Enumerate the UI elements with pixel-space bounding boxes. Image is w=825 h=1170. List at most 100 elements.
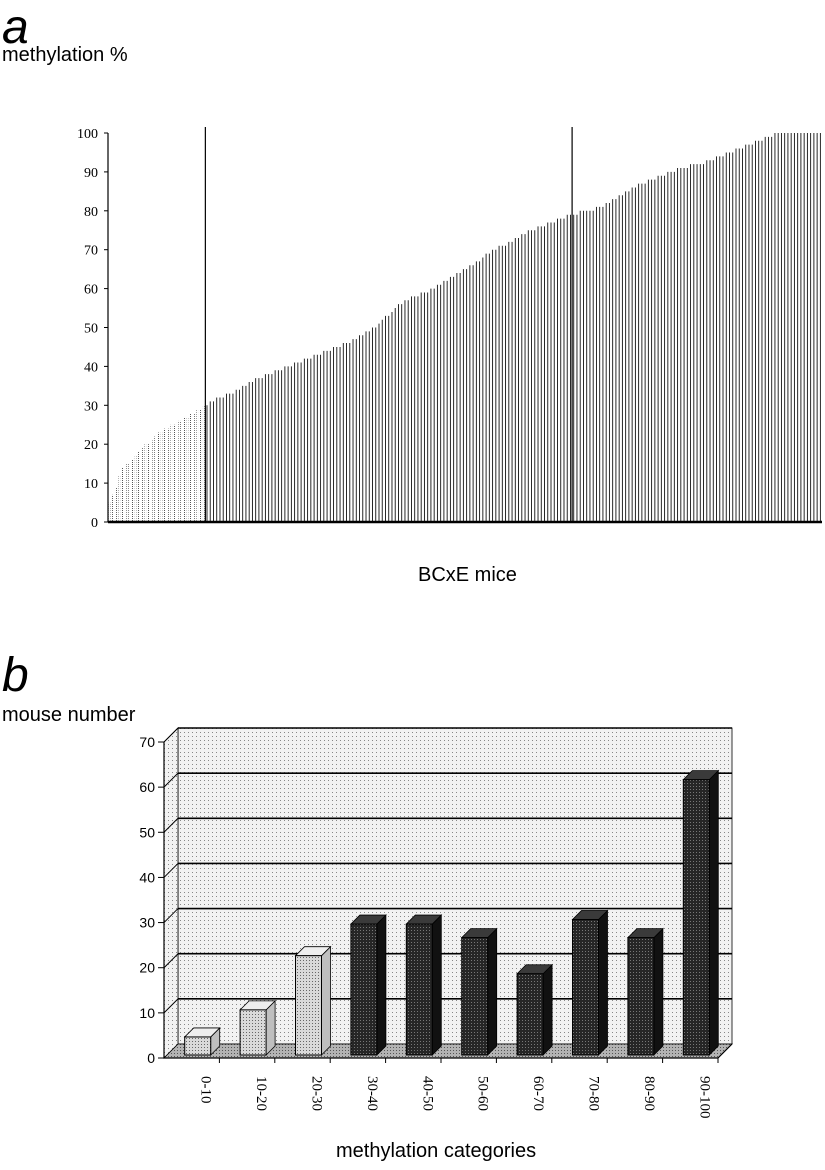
bar-side (431, 914, 442, 1056)
bar-30-40 (349, 914, 387, 1056)
y-tick-label: 50 (139, 824, 155, 840)
bar-side (321, 945, 331, 1056)
y-tick-label: 30 (139, 915, 155, 931)
bar-50-60 (460, 927, 498, 1056)
category-label: 40-50 (419, 1076, 435, 1111)
bar-front (239, 1009, 267, 1056)
bar-80-90 (626, 927, 664, 1056)
methylation-bar (121, 467, 124, 522)
methylation-bar (180, 420, 182, 522)
y-tick-label: 60 (139, 779, 155, 795)
y-tick-label: 10 (139, 1005, 155, 1021)
y-tick-label: 70 (139, 734, 155, 750)
gridline (163, 908, 179, 923)
gridline (163, 863, 179, 878)
panel-b-x-axis-label: methylation categories (336, 1140, 537, 1162)
methylation-bar (202, 405, 205, 522)
methylation-bar (141, 448, 143, 522)
panel-a-letter: a (2, 1, 29, 54)
bar-60-70 (516, 963, 554, 1056)
bar-front (461, 937, 489, 1056)
category-label: 10-20 (253, 1076, 269, 1111)
methylation-bar (108, 502, 111, 522)
category-label: 70-80 (586, 1076, 602, 1111)
panel-b-y-axis-label: mouse number (2, 704, 136, 726)
methylation-bar (183, 416, 186, 522)
category-label: 20-30 (309, 1076, 325, 1111)
bar-side (376, 914, 387, 1056)
methylation-bar (131, 459, 134, 522)
category-label: 50-60 (475, 1076, 491, 1111)
methylation-bar (154, 436, 156, 522)
y-tick-label: 30 (84, 399, 98, 414)
methylation-bar-chart: 0 10 20 30 40 50 60 70 80 90 100 (77, 127, 822, 531)
methylation-bar (115, 486, 117, 522)
gridline (163, 953, 179, 969)
methylation-bar (173, 424, 176, 522)
bar-front (572, 919, 599, 1056)
bar-front (516, 973, 544, 1056)
methylation-bar (160, 432, 163, 522)
methylation-bar (189, 413, 192, 522)
bar-20-30 (294, 945, 332, 1056)
bar-front (350, 923, 378, 1056)
bar-side (598, 909, 608, 1056)
methylation-bar (128, 463, 130, 522)
y-tick-label: 40 (84, 360, 98, 375)
y-tick-label: 20 (84, 438, 98, 453)
bar-front (627, 937, 655, 1056)
y-tick-label: 100 (77, 127, 98, 142)
gridline (163, 772, 179, 788)
y-tick-label: 20 (139, 960, 155, 976)
y-tick-label: 40 (139, 869, 155, 885)
x-axis-depth (717, 1043, 733, 1059)
y-tick-label: 90 (84, 166, 98, 181)
methylation-bar (138, 451, 140, 522)
bar-front (682, 779, 710, 1056)
side-wall (163, 727, 179, 1059)
methylation-bar (125, 463, 127, 522)
methylation-bar (167, 428, 169, 522)
y-tick-label: 50 (84, 322, 98, 337)
bar-side (708, 769, 719, 1056)
methylation-bar (118, 475, 121, 522)
methylation-bar (157, 432, 160, 522)
methylation-bar (151, 440, 153, 522)
panel-a-x-axis-label: BCxE mice (418, 564, 517, 586)
bar-90-100 (682, 769, 720, 1056)
bar-front (405, 923, 433, 1056)
category-label: 30-40 (364, 1076, 380, 1111)
bar-70-80 (571, 909, 609, 1056)
panel-b-letter: b (2, 649, 29, 702)
bar-side (653, 927, 664, 1056)
methylation-bar (196, 409, 199, 522)
bar-10-20 (239, 999, 277, 1056)
bar-side (542, 963, 553, 1056)
bar-front (184, 1036, 212, 1056)
methylation-bar (134, 455, 137, 522)
gridline (163, 727, 179, 743)
category-label: 60-70 (530, 1076, 546, 1111)
methylation-bar (176, 420, 179, 522)
methylation-bar (144, 444, 147, 522)
methylation-bar (147, 444, 150, 522)
y-tick-label: 10 (84, 477, 98, 492)
methylation-bar (164, 428, 166, 522)
y-tick-label: 70 (84, 244, 98, 259)
bar-0-10 (183, 1026, 221, 1056)
methylation-bar (170, 424, 173, 522)
gridline (163, 817, 179, 833)
y-tick-label: 80 (84, 205, 98, 220)
bar-40-50 (405, 914, 443, 1056)
panel-a-y-axis-label: methylation % (2, 44, 128, 66)
category-label: 80-90 (641, 1076, 657, 1111)
methylation-bar (199, 409, 202, 522)
category-label: 90-100 (696, 1076, 712, 1119)
bar-front (295, 955, 322, 1056)
methylation-bar (193, 413, 195, 522)
methylation-bar (186, 416, 189, 522)
y-tick-label: 0 (147, 1050, 155, 1066)
bar-side (487, 927, 498, 1056)
category-label: 0-10 (198, 1076, 214, 1104)
